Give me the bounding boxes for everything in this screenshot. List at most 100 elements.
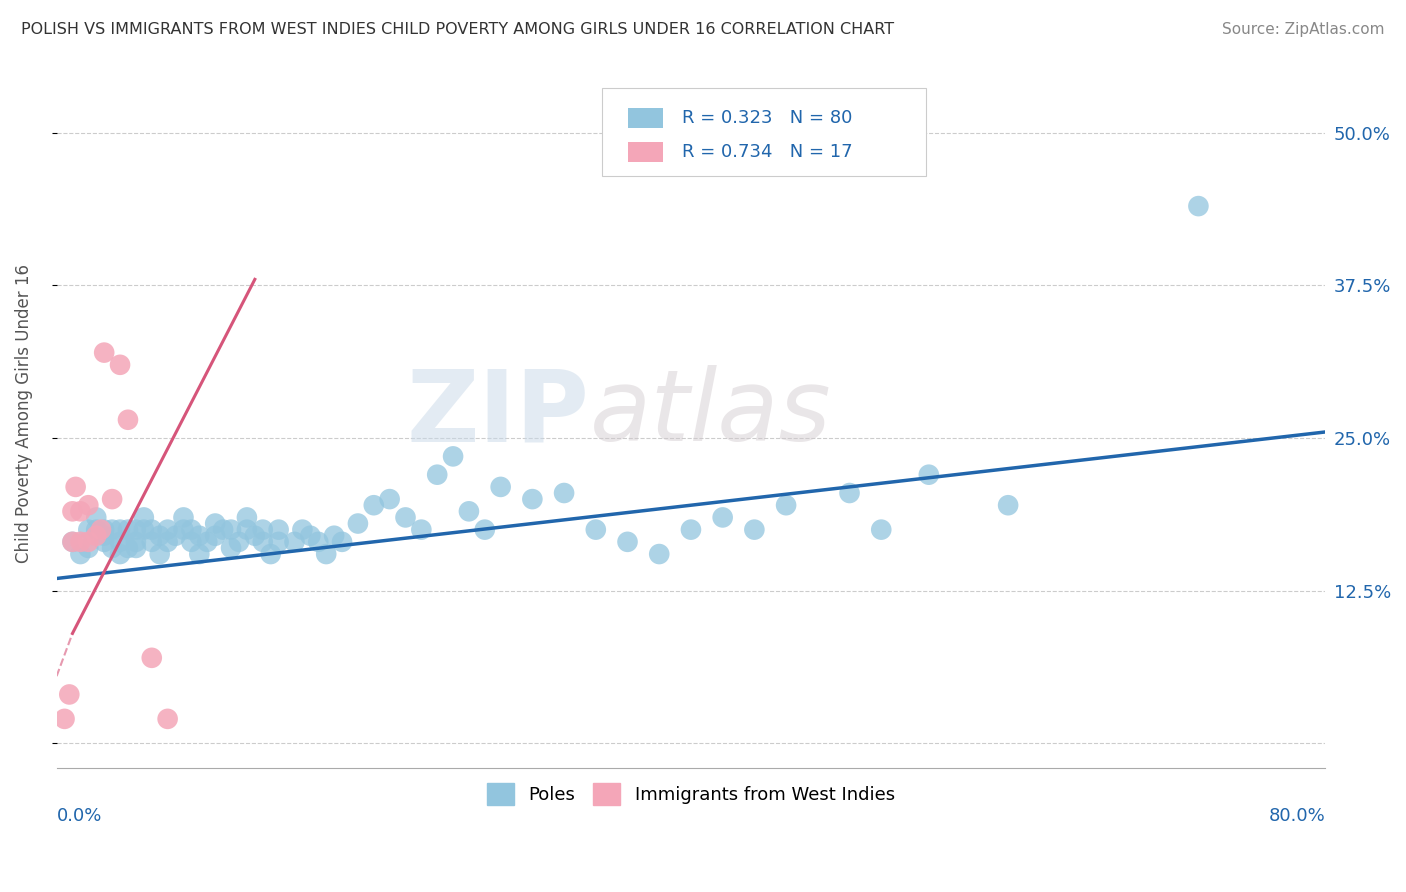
Point: [283, 534, 305, 549]
Point: [93, 529, 115, 543]
Point: [62, 534, 84, 549]
Point: [77, 523, 100, 537]
Point: [156, 712, 179, 726]
Point: [108, 534, 131, 549]
Point: [299, 529, 322, 543]
Point: [330, 534, 353, 549]
Point: [204, 516, 226, 531]
Point: [84, 510, 107, 524]
Point: [93, 345, 115, 359]
Point: [149, 547, 172, 561]
Point: [775, 498, 797, 512]
Point: [141, 523, 163, 537]
Point: [219, 541, 242, 555]
Point: [77, 541, 100, 555]
Point: [156, 523, 179, 537]
FancyBboxPatch shape: [627, 109, 664, 128]
Point: [195, 534, 218, 549]
Point: [648, 547, 671, 561]
Point: [378, 492, 401, 507]
Point: [165, 529, 187, 543]
Point: [363, 498, 385, 512]
Point: [585, 523, 607, 537]
Point: [101, 492, 124, 507]
Text: 0.0%: 0.0%: [56, 806, 103, 824]
Point: [90, 523, 112, 537]
Point: [411, 523, 433, 537]
Point: [347, 516, 370, 531]
Point: [65, 480, 87, 494]
Point: [267, 523, 290, 537]
Point: [62, 504, 84, 518]
Point: [228, 534, 250, 549]
Point: [132, 510, 155, 524]
Point: [101, 541, 124, 555]
Point: [291, 523, 314, 537]
Point: [458, 504, 481, 518]
Point: [212, 523, 235, 537]
Point: [474, 523, 496, 537]
Point: [252, 523, 274, 537]
Text: ZIP: ZIP: [406, 365, 589, 462]
Point: [125, 523, 148, 537]
Point: [156, 534, 179, 549]
Point: [219, 523, 242, 537]
Point: [117, 541, 139, 555]
Point: [394, 510, 416, 524]
Point: [53, 712, 76, 726]
Point: [426, 467, 449, 482]
Point: [918, 467, 941, 482]
Point: [132, 523, 155, 537]
Point: [172, 510, 194, 524]
Point: [117, 523, 139, 537]
Point: [69, 504, 91, 518]
Point: [252, 534, 274, 549]
Point: [243, 529, 266, 543]
Point: [744, 523, 766, 537]
Point: [323, 529, 346, 543]
Point: [108, 523, 131, 537]
Point: [117, 413, 139, 427]
Point: [77, 498, 100, 512]
Point: [260, 547, 283, 561]
Point: [522, 492, 544, 507]
Point: [180, 534, 202, 549]
Point: [58, 688, 80, 702]
Text: atlas: atlas: [589, 365, 831, 462]
Point: [125, 534, 148, 549]
Point: [838, 486, 860, 500]
Point: [236, 510, 259, 524]
Point: [870, 523, 893, 537]
Point: [101, 523, 124, 537]
Point: [93, 534, 115, 549]
Text: POLISH VS IMMIGRANTS FROM WEST INDIES CHILD POVERTY AMONG GIRLS UNDER 16 CORRELA: POLISH VS IMMIGRANTS FROM WEST INDIES CH…: [21, 22, 894, 37]
Point: [267, 534, 290, 549]
Point: [141, 650, 163, 665]
Point: [315, 547, 337, 561]
Point: [188, 547, 211, 561]
Point: [62, 534, 84, 549]
Point: [489, 480, 512, 494]
Point: [69, 547, 91, 561]
FancyBboxPatch shape: [602, 88, 925, 177]
Point: [108, 358, 131, 372]
Point: [204, 529, 226, 543]
Point: [84, 523, 107, 537]
Point: [711, 510, 734, 524]
Text: R = 0.734   N = 17: R = 0.734 N = 17: [682, 143, 852, 161]
Point: [180, 523, 202, 537]
Point: [441, 450, 464, 464]
Legend: Poles, Immigrants from West Indies: Poles, Immigrants from West Indies: [479, 775, 903, 812]
Point: [172, 523, 194, 537]
Text: R = 0.323   N = 80: R = 0.323 N = 80: [682, 110, 852, 128]
Point: [149, 529, 172, 543]
Text: Source: ZipAtlas.com: Source: ZipAtlas.com: [1222, 22, 1385, 37]
FancyBboxPatch shape: [627, 142, 664, 161]
Point: [997, 498, 1019, 512]
Point: [77, 534, 100, 549]
Text: 80.0%: 80.0%: [1268, 806, 1326, 824]
Point: [141, 534, 163, 549]
Point: [93, 523, 115, 537]
Point: [125, 541, 148, 555]
Point: [553, 486, 575, 500]
